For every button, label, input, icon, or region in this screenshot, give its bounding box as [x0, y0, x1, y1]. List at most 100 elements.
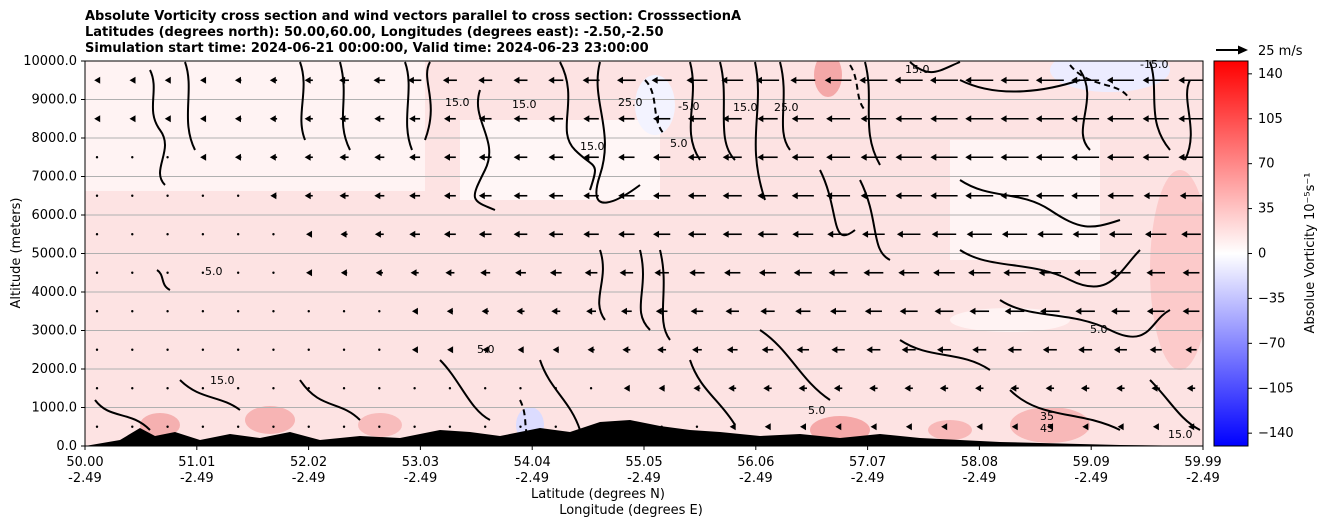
wind-vector — [658, 384, 665, 392]
wind-vector — [582, 76, 600, 84]
wind-vector — [236, 348, 240, 351]
wind-vector — [554, 425, 557, 428]
wind-vector — [548, 76, 564, 84]
contour-line — [719, 61, 736, 161]
contour-line — [149, 69, 166, 186]
wind-vector — [166, 194, 169, 197]
wind-vector — [307, 387, 310, 390]
wind-vector — [1181, 230, 1201, 238]
wind-vector — [1113, 346, 1127, 354]
wind-vector — [583, 192, 599, 200]
wind-vector — [1142, 76, 1169, 84]
wind-vector — [798, 384, 808, 392]
contour-label: 15.0 — [445, 96, 470, 109]
x-tick-label-latitude: 57.07 — [849, 455, 886, 470]
wind-vector — [831, 346, 845, 354]
wind-vector — [755, 76, 780, 84]
wind-vector — [409, 115, 421, 123]
contour-line — [1149, 379, 1201, 431]
wind-vector — [1007, 346, 1022, 354]
colorbar-tick-label: 0 — [1258, 247, 1266, 262]
wind-vector — [721, 76, 744, 84]
wind-vector — [307, 425, 310, 428]
wind-vector — [930, 192, 958, 200]
wind-vector — [200, 153, 207, 161]
wind-vector — [1071, 115, 1100, 123]
wind-vector — [623, 384, 630, 392]
wind-vector — [304, 192, 313, 200]
contour-line — [404, 61, 413, 151]
wind-vector — [693, 384, 701, 392]
wind-vector — [827, 230, 849, 238]
y-tick-label: 4000.0 — [32, 285, 78, 300]
contour-line — [299, 379, 361, 421]
wind-vector — [1074, 269, 1097, 277]
wind-vector — [1042, 346, 1057, 354]
quiver-key-arrowhead-icon — [1238, 45, 1248, 55]
wind-vector — [936, 346, 951, 354]
wind-vector — [1035, 153, 1064, 161]
y-tick-label: 5000.0 — [32, 247, 78, 262]
wind-vector — [445, 269, 455, 277]
wind-vector — [965, 115, 994, 123]
wind-vector — [166, 425, 169, 428]
wind-vector — [478, 230, 492, 238]
wind-vector — [1145, 230, 1167, 238]
wind-vector — [833, 384, 843, 392]
wind-vector — [1072, 230, 1098, 238]
wind-vector — [692, 346, 702, 354]
wind-vector — [800, 423, 807, 431]
y-tick-label: 8000.0 — [32, 131, 78, 146]
wind-vector — [131, 194, 134, 197]
wind-vector — [443, 230, 456, 238]
contour-line — [1149, 61, 1171, 151]
wind-vector — [584, 269, 598, 277]
wind-vector — [1186, 384, 1196, 392]
wind-vector — [1108, 230, 1133, 238]
wind-vector — [866, 346, 881, 354]
vorticity-patch — [460, 120, 660, 200]
wind-vector — [859, 76, 888, 84]
colorbar-tick-label: −140 — [1258, 426, 1294, 441]
wind-vector — [272, 425, 275, 428]
wind-vector — [901, 346, 916, 354]
colorbar: 140 105 70 35 0 −35 −70 −105 −140 Absolue Vortic… — [1213, 60, 1318, 447]
wind-vector — [761, 346, 774, 354]
contour-line — [473, 89, 496, 211]
wind-vector — [969, 307, 990, 315]
wind-vector — [378, 310, 381, 313]
contour-label: 15.0 — [512, 98, 537, 111]
wind-vector — [1045, 384, 1055, 392]
contour-line — [156, 269, 171, 291]
wind-vector — [904, 384, 913, 392]
vorticity-positive-patch — [814, 61, 842, 97]
x-tick-label-longitude: -2.49 — [404, 471, 438, 486]
x-axis-label-longitude: Longitude (degrees E) — [559, 503, 703, 518]
wind-vector — [95, 156, 99, 159]
wind-vector — [234, 76, 242, 84]
wind-vector — [687, 115, 707, 123]
wind-vector — [618, 115, 635, 123]
colorbar-tick-label: 105 — [1258, 112, 1283, 127]
wind-vector — [519, 425, 522, 428]
wind-vector — [480, 269, 491, 277]
x-tick-label-longitude: -2.49 — [1074, 471, 1108, 486]
wind-vector — [342, 387, 346, 390]
x-tick-label-latitude: 54.04 — [514, 455, 551, 470]
wind-vector — [200, 76, 207, 84]
wind-vector — [795, 307, 811, 315]
wind-vector — [1071, 153, 1100, 161]
wind-vector — [791, 192, 814, 200]
wind-vector — [1178, 153, 1203, 161]
wind-vector — [651, 76, 672, 84]
wind-vector — [618, 153, 635, 161]
contour-label: 15.0 — [580, 140, 605, 153]
contour-line — [864, 61, 881, 166]
x-tick-label-latitude: 51.01 — [178, 455, 215, 470]
chart-title-line-3: Simulation start time: 2024-06-21 00:00:… — [85, 41, 649, 56]
wind-vector — [941, 423, 948, 431]
wind-vector — [1082, 423, 1089, 431]
wind-vector — [129, 76, 136, 84]
contour-line — [999, 299, 1171, 338]
wind-vector — [965, 192, 994, 200]
